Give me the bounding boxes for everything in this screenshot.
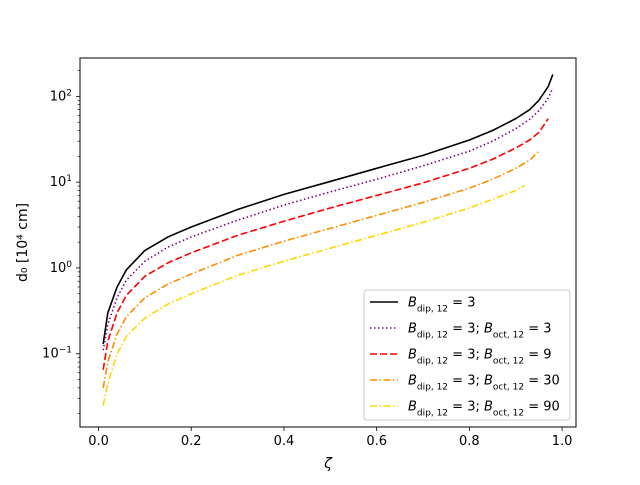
x-axis-label: ζ: [323, 456, 333, 472]
legend-label-3: Bdip, 12 = 3; Boct, 12 = 9: [408, 348, 552, 367]
x-tick-label: 0.2: [181, 434, 202, 449]
series-line-3: [102, 118, 549, 370]
x-axis: 0.0 0.2 0.4 0.6 0.8 1.0: [88, 427, 572, 449]
x-tick-label: 1.0: [552, 434, 573, 449]
x-tick-label: 0.4: [274, 434, 295, 449]
series-line-2: [102, 87, 554, 351]
x-tick-label: 0.0: [88, 434, 109, 449]
plot-frame: [79, 57, 577, 428]
legend: Bdip, 12 = 3 Bdip, 12 = 3; Boct, 12 = 3 Bd…: [363, 289, 571, 421]
x-tick-label: 0.6: [366, 434, 387, 449]
legend-label-4: Bdip, 12 = 3; Boct, 12 = 30: [408, 374, 560, 393]
legend-label-5: Bdip, 12 = 3; Boct, 12 = 90: [408, 400, 560, 419]
series-layer: [102, 74, 554, 406]
series-line-4: [102, 150, 540, 389]
x-tick-label: 0.8: [459, 434, 480, 449]
series-line-1: [102, 74, 554, 345]
y-axis-label: d₀ [10⁴ cm]: [15, 203, 31, 282]
legend-label-2: Bdip, 12 = 3; Boct, 12 = 3: [408, 322, 552, 341]
series-line-5: [102, 184, 526, 406]
legend-label-1: Bdip, 12 = 3: [408, 296, 475, 315]
legend-box: [363, 289, 571, 421]
